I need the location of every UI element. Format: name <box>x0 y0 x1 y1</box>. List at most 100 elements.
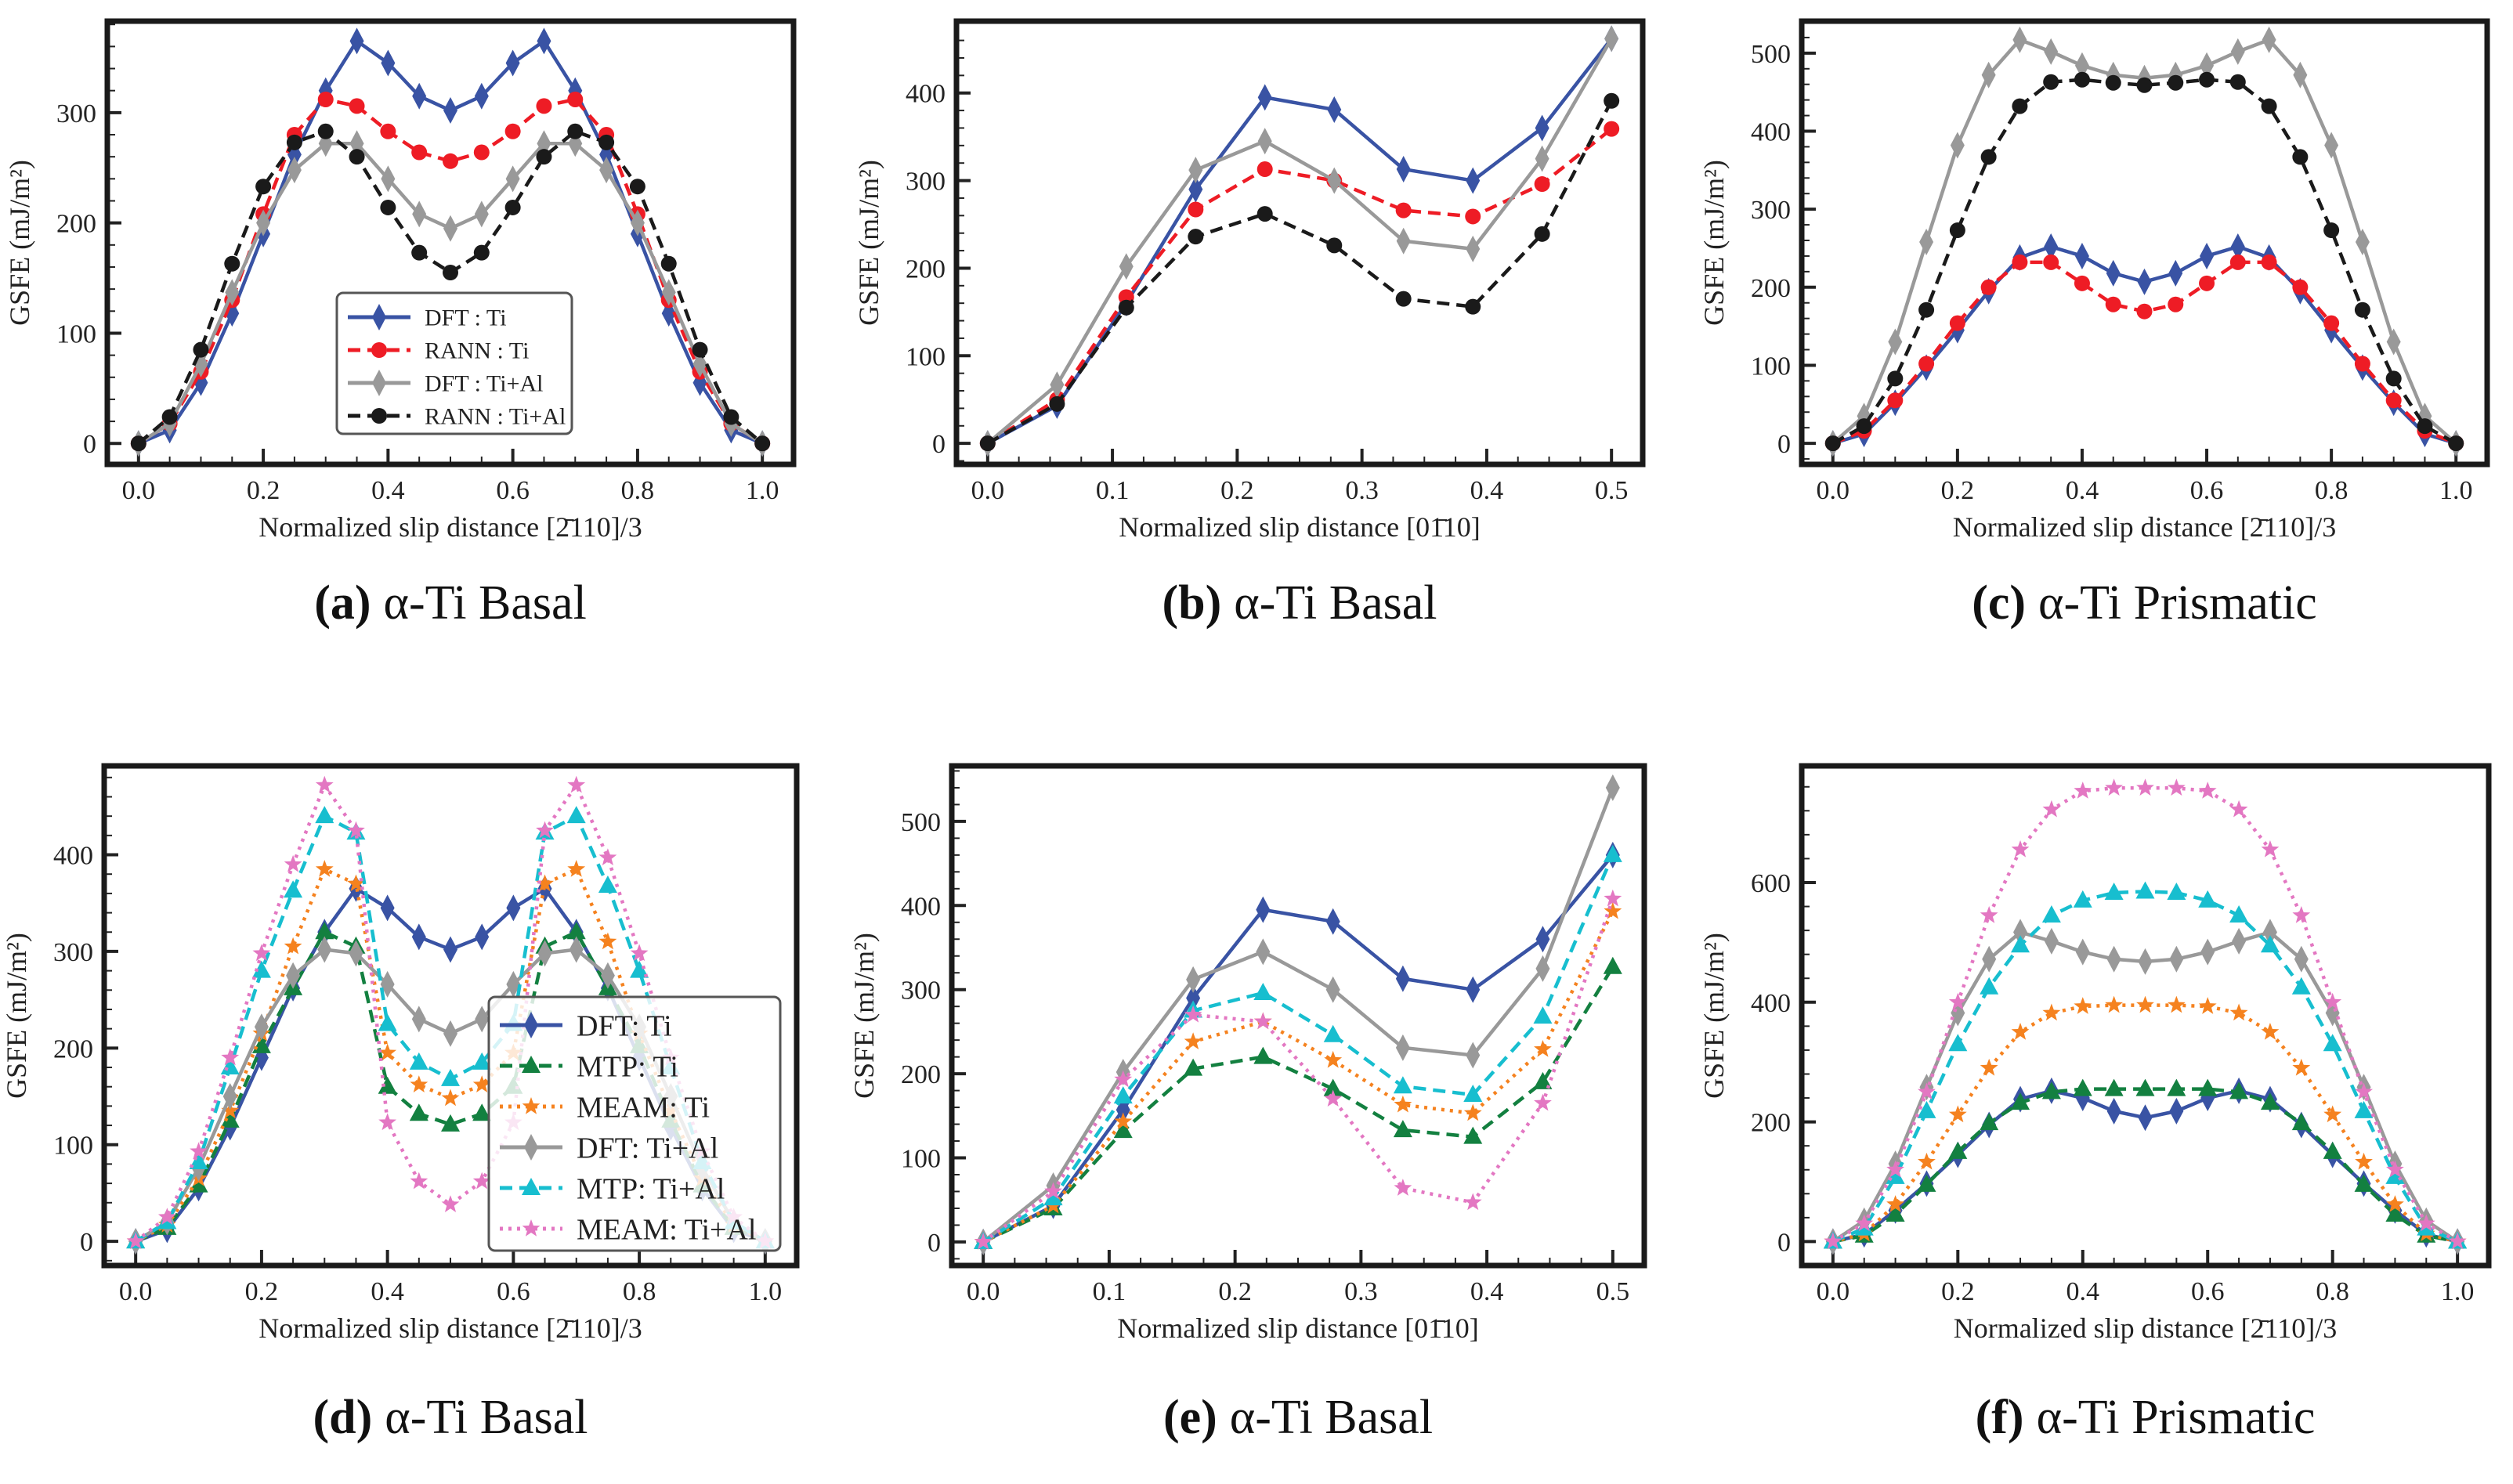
data-point <box>1980 1058 1998 1076</box>
data-point <box>2135 1078 2155 1096</box>
x-tick-label: 0.2 <box>1941 1277 1975 1306</box>
data-point <box>1465 298 1481 315</box>
data-point <box>2323 1034 2342 1052</box>
data-point <box>1824 435 1841 452</box>
data-point <box>2011 935 2030 953</box>
data-point <box>2138 948 2153 975</box>
data-point <box>2043 74 2059 90</box>
data-point <box>315 860 334 877</box>
legend: DFT : Ti RANN : Ti DFT : Ti+Al RANN : Ti+Al <box>335 291 573 435</box>
legend-label: DFT: Ti <box>577 1009 672 1042</box>
data-point <box>1186 966 1201 993</box>
y-tick-label: 200 <box>56 210 96 239</box>
data-point <box>412 200 427 228</box>
data-point <box>1463 1193 1482 1211</box>
data-point <box>630 960 649 978</box>
data-point <box>1184 1058 1203 1076</box>
data-point <box>1980 1113 1999 1131</box>
panel-b: 0 100 200 300 400 0.0 0.1 0.2 0.3 0.4 0.5 Normalize… <box>853 18 1646 630</box>
legend-marker <box>522 1056 541 1073</box>
data-point <box>349 940 363 967</box>
data-point <box>441 1114 460 1132</box>
data-point <box>2104 882 2124 900</box>
data-point <box>598 848 617 865</box>
data-point <box>2011 1023 2030 1040</box>
axes-frame <box>101 763 800 1269</box>
data-point <box>189 1175 208 1193</box>
data-point <box>1982 945 1997 973</box>
caption-label: (c) <box>1972 576 2026 630</box>
legend-item: DFT: Ti <box>500 1009 672 1042</box>
x-axis-label: Normalized slip distance [01̄10] <box>1117 1312 1479 1344</box>
series-dft-ti <box>1825 233 2464 457</box>
data-point <box>2200 52 2215 79</box>
data-point <box>1325 976 1340 1003</box>
data-point <box>2292 906 2311 923</box>
y-tick-label: 600 <box>1751 869 1791 898</box>
data-point <box>1603 844 1622 862</box>
legend-label: MEAM: Ti+Al <box>577 1213 756 1246</box>
series-dft-ti <box>976 841 1620 1255</box>
x-tick-label: 0.5 <box>1596 1277 1630 1306</box>
data-point <box>2167 882 2186 900</box>
data-point <box>504 199 521 215</box>
data-point <box>2106 945 2121 973</box>
data-point <box>317 91 334 107</box>
x-tick-label: 1.0 <box>749 1277 783 1306</box>
data-point <box>1466 976 1481 1003</box>
x-tick-label: 0.8 <box>621 476 655 505</box>
data-point <box>349 27 364 55</box>
data-point <box>1118 299 1134 316</box>
data-point <box>2041 1081 2061 1099</box>
data-point <box>629 179 645 195</box>
data-point <box>2261 98 2277 114</box>
data-point <box>1184 1005 1202 1023</box>
y-tick-label: 300 <box>901 977 941 1006</box>
data-point <box>598 134 615 150</box>
caption-label: (e) <box>1163 1391 1217 1444</box>
axes-frame <box>1799 763 2492 1269</box>
data-point <box>2011 839 2030 858</box>
data-point <box>2074 275 2090 291</box>
data-point <box>284 854 302 872</box>
data-point <box>412 82 427 110</box>
data-point <box>410 1075 428 1092</box>
legend-label: MEAM: Ti <box>577 1091 710 1124</box>
data-point <box>537 27 551 55</box>
data-point <box>1980 149 1997 165</box>
data-point <box>566 806 586 824</box>
data-point <box>1887 370 1904 387</box>
caption-text: α-Ti Basal <box>1230 1391 1433 1444</box>
x-tick-label: 0.8 <box>623 1277 656 1306</box>
data-point <box>1188 201 1204 218</box>
subfigure-caption: (b) α-Ti Basal <box>1162 576 1437 630</box>
data-point <box>1604 92 1620 109</box>
data-point <box>2261 1023 2280 1040</box>
legend-item: MTP: Ti <box>500 1050 678 1083</box>
data-point <box>443 215 457 242</box>
data-point <box>2167 1078 2186 1096</box>
data-point <box>2041 905 2061 923</box>
data-point <box>1949 222 1965 239</box>
series-mtp-ti-al <box>1823 881 2468 1249</box>
data-point <box>1534 1093 1552 1111</box>
data-point <box>2417 418 2433 435</box>
data-point <box>2074 52 2089 79</box>
data-point <box>473 244 490 261</box>
data-point <box>1463 1084 1483 1102</box>
data-point <box>1395 1034 1410 1061</box>
panel-f: 0 200 400 600 0.0 0.2 0.4 0.6 0.8 1.0 Normalized s… <box>1698 763 2492 1444</box>
y-tick-label: 0 <box>83 430 96 459</box>
data-point <box>1396 156 1411 183</box>
axes-frame <box>1799 18 2490 468</box>
x-tick-label: 0.8 <box>2316 1277 2349 1306</box>
data-point <box>2138 1104 2153 1132</box>
y-tick-label: 100 <box>906 342 946 371</box>
y-tick-label: 100 <box>53 1132 93 1161</box>
x-tick-label: 0.0 <box>967 1277 1000 1306</box>
data-point <box>1535 145 1549 172</box>
series-line <box>1832 1003 2458 1244</box>
data-point <box>221 1048 240 1066</box>
x-tick-label: 0.4 <box>371 1277 404 1306</box>
